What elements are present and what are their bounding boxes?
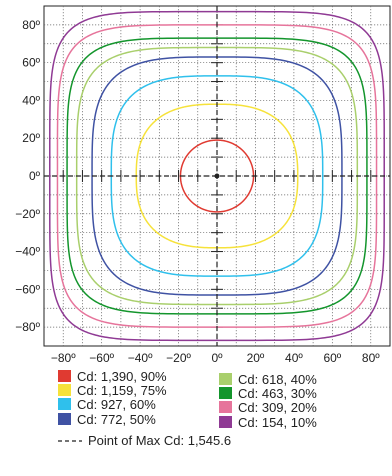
contour-series-6 xyxy=(66,37,368,315)
legend-swatch xyxy=(58,370,71,382)
legend-swatch xyxy=(58,384,71,396)
y-tick-label: 40º xyxy=(22,93,40,107)
y-tick-label: −60º xyxy=(15,282,40,296)
legend-entry-label: Cd: 154, 10% xyxy=(238,415,317,430)
legend-swatch xyxy=(58,413,71,425)
y-tick-label: 60º xyxy=(22,56,40,70)
x-tick-label: 20º xyxy=(247,351,265,365)
legend-entry-label: Cd: 1,390, 90% xyxy=(77,369,167,384)
legend-swatch xyxy=(219,401,232,413)
y-tick-label: 0º xyxy=(29,169,41,183)
legend-entry-label: Cd: 463, 30% xyxy=(238,386,317,401)
y-tick-label: 80º xyxy=(22,18,40,32)
contour-series-7 xyxy=(56,24,378,328)
y-tick-label: −80º xyxy=(15,320,40,334)
x-tick-label: 60º xyxy=(323,351,341,365)
legend-swatch xyxy=(219,416,232,428)
legend-swatch xyxy=(219,387,232,399)
contour-series-8 xyxy=(49,10,385,342)
x-tick-label: 0º xyxy=(211,351,223,365)
x-tick-labels: −80º −60º −40º −20º 0º 20º 40º 60º 80º xyxy=(51,351,380,365)
max-point-marker xyxy=(44,6,390,346)
max-point-legend-label: Point of Max Cd: 1,545.6 xyxy=(88,433,231,448)
legend-swatch xyxy=(219,373,232,385)
y-tick-labels: 80º 60º 40º 20º 0º −20º −40º −60º −80º xyxy=(15,18,40,334)
max-point-dot xyxy=(214,173,220,179)
legend-entry-label: Cd: 927, 60% xyxy=(77,397,156,412)
legend-entry-label: Cd: 1,159, 75% xyxy=(77,383,167,398)
legend-entry-label: Cd: 618, 40% xyxy=(238,372,317,387)
x-tick-label: 40º xyxy=(285,351,303,365)
legend-entry-label: Cd: 309, 20% xyxy=(238,400,317,415)
x-tick-label: 80º xyxy=(362,351,380,365)
y-tick-label: 20º xyxy=(22,131,40,145)
legend: Cd: 1,390, 90%Cd: 1,159, 75%Cd: 927, 60%… xyxy=(58,369,317,448)
x-tick-label: −80º xyxy=(51,351,76,365)
x-tick-label: −40º xyxy=(128,351,153,365)
y-tick-label: −20º xyxy=(15,207,40,221)
legend-swatch xyxy=(58,398,71,410)
legend-entry-label: Cd: 772, 50% xyxy=(77,412,156,427)
y-tick-label: −40º xyxy=(15,245,40,259)
x-tick-label: −20º xyxy=(166,351,191,365)
x-tick-label: −60º xyxy=(89,351,114,365)
